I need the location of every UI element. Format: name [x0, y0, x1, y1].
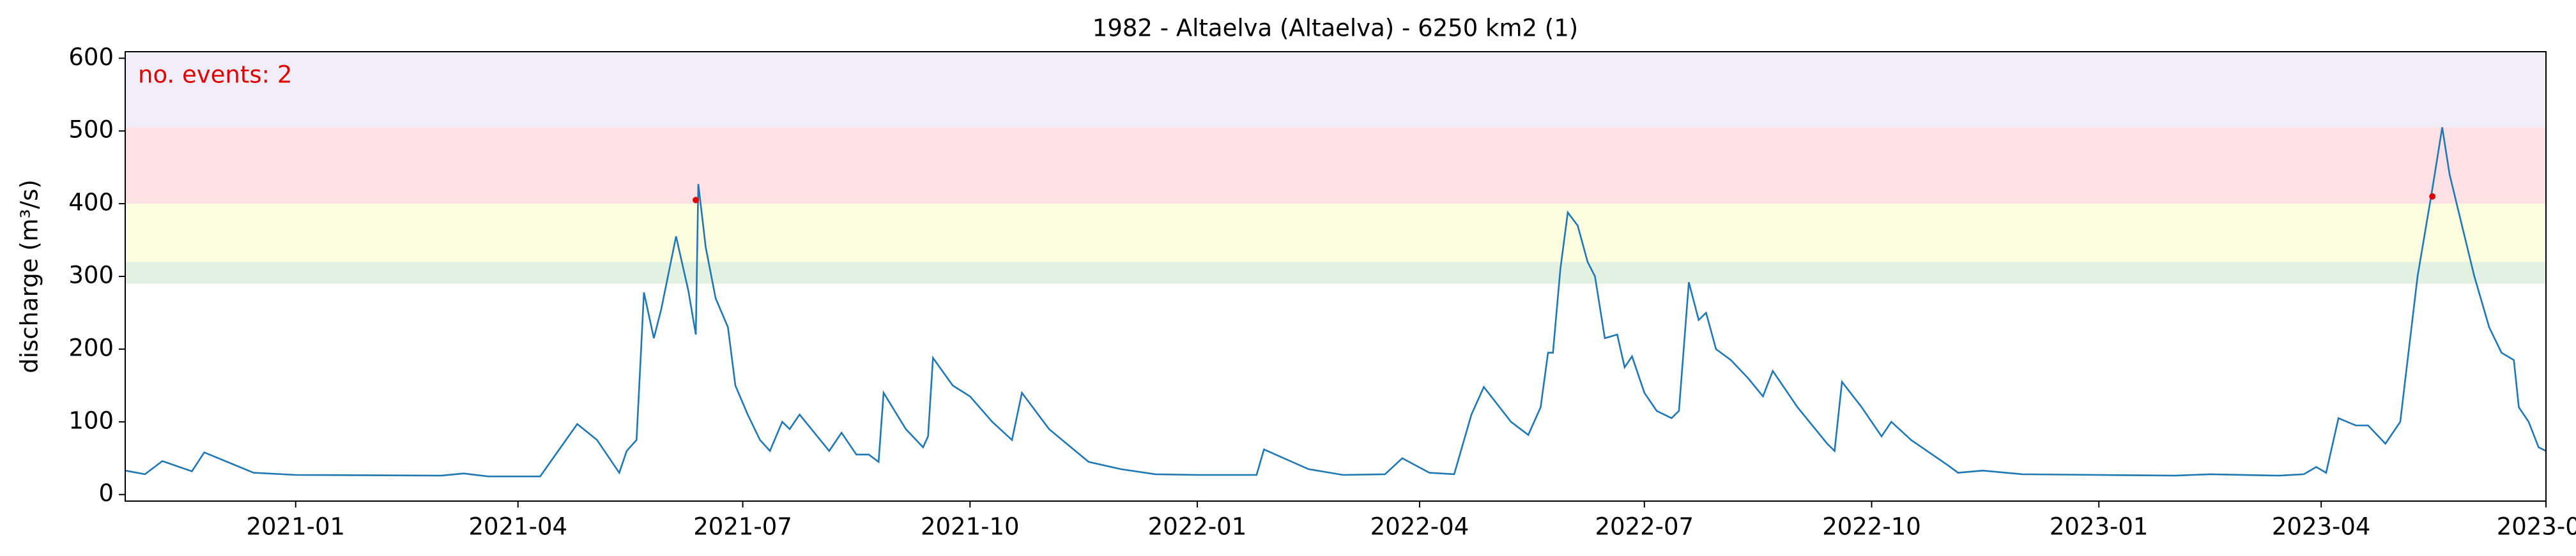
y-axis-label: discharge (m³/s) [16, 179, 43, 373]
threshold-band [125, 262, 2546, 284]
event-point [2429, 193, 2436, 200]
x-tick-label: 2023-04 [2272, 513, 2371, 541]
x-tick-label: 2021-04 [468, 513, 567, 541]
event-count: no. events: 2 [138, 61, 292, 89]
y-tick-label: 0 [98, 479, 114, 507]
x-tick-label: 2023-01 [2050, 513, 2149, 541]
chart-title: 1982 - Altaelva (Altaelva) - 6250 km2 (1… [1092, 15, 1578, 42]
y-tick-label: 200 [68, 334, 114, 361]
x-tick-label: 2023-07 [2497, 513, 2576, 541]
y-tick-label: 400 [68, 189, 114, 216]
threshold-band [125, 52, 2546, 128]
y-tick-label: 300 [68, 262, 114, 289]
threshold-band [125, 204, 2546, 262]
plot-frame [125, 51, 2547, 502]
x-tick-label: 2021-01 [246, 513, 345, 541]
y-tick-label: 100 [68, 407, 114, 434]
x-tick-label: 2022-01 [1148, 513, 1247, 541]
threshold-band [125, 127, 2546, 204]
event-point [693, 197, 700, 204]
x-tick-label: 2022-07 [1595, 513, 1694, 541]
discharge-line [125, 127, 2547, 477]
x-tick-label: 2021-10 [921, 513, 1020, 541]
y-tick-label: 600 [68, 43, 114, 71]
x-tick-label: 2022-10 [1822, 513, 1921, 541]
x-tick-label: 2022-04 [1370, 513, 1469, 541]
x-tick-label: 2021-07 [693, 513, 792, 541]
y-tick-label: 500 [68, 116, 114, 144]
